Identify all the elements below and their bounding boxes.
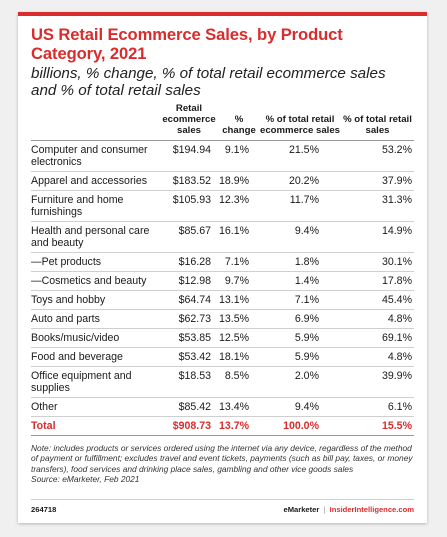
- sales-cell: $18.53: [159, 366, 219, 398]
- source-text: Source: eMarketer, Feb 2021: [31, 474, 140, 485]
- share-ecom-cell: 21.5%: [259, 140, 341, 172]
- share-retail-cell: 17.8%: [341, 271, 414, 291]
- change-cell: 16.1%: [219, 221, 259, 253]
- share-ecom-cell: 9.4%: [259, 221, 341, 253]
- category-cell: Computer and consumer electronics: [31, 140, 159, 172]
- share-ecom-cell: 5.9%: [259, 328, 341, 348]
- change-cell: 13.1%: [219, 290, 259, 310]
- category-cell: Apparel and accessories: [31, 171, 159, 191]
- chart-title: US Retail Ecommerce Sales, by Product Ca…: [31, 25, 343, 63]
- table-row: Auto and parts $62.73 13.5% 6.9% 4.8%: [31, 309, 414, 329]
- brand-emarketer: eMarketer: [283, 505, 320, 514]
- share-retail-cell: 37.9%: [341, 171, 414, 191]
- share-retail-cell: 31.3%: [341, 190, 414, 222]
- sales-cell: $64.74: [159, 290, 219, 310]
- share-ecom-cell: 7.1%: [259, 290, 341, 310]
- footnote: Note: includes products or services orde…: [31, 443, 414, 485]
- sales-cell: $183.52: [159, 171, 219, 191]
- share-ecom-cell: 6.9%: [259, 309, 341, 329]
- change-cell: 9.1%: [219, 140, 259, 172]
- table-row: Food and beverage $53.42 18.1% 5.9% 4.8%: [31, 347, 414, 367]
- change-cell: 13.5%: [219, 309, 259, 329]
- brand-separator: |: [323, 505, 326, 514]
- total-share-retail-cell: 15.5%: [341, 416, 414, 436]
- brand-insider-intelligence: InsiderIntelligence.com: [329, 505, 414, 514]
- share-retail-cell: 6.1%: [341, 397, 414, 417]
- sales-cell: $16.28: [159, 252, 219, 272]
- chart-card: US Retail Ecommerce Sales, by Product Ca…: [18, 12, 427, 523]
- share-retail-cell: 39.9%: [341, 366, 414, 398]
- share-retail-cell: 14.9%: [341, 221, 414, 253]
- sales-cell: $12.98: [159, 271, 219, 291]
- table-row: —Cosmetics and beauty $12.98 9.7% 1.4% 17.8%: [31, 271, 414, 291]
- table-row: Books/music/video $53.85 12.5% 5.9% 69.1%: [31, 328, 414, 348]
- sales-cell: $85.67: [159, 221, 219, 253]
- chart-subtitle: billions, % change, % of total retail ec…: [31, 65, 386, 99]
- category-cell: —Cosmetics and beauty: [31, 271, 159, 291]
- total-category-cell: Total: [31, 416, 159, 436]
- table-row: Other $85.42 13.4% 9.4% 6.1%: [31, 397, 414, 417]
- table-row: Apparel and accessories $183.52 18.9% 20.2%…: [31, 171, 414, 191]
- total-share-ecom-cell: 100.0%: [259, 416, 341, 436]
- table-row: Health and personal care and beauty $85.6…: [31, 221, 414, 253]
- sales-cell: $62.73: [159, 309, 219, 329]
- table-row: Office equipment and supplies $18.53 8.5% 2…: [31, 366, 414, 398]
- table-row: Computer and consumer electronics $194.94…: [31, 140, 414, 172]
- share-ecom-cell: 20.2%: [259, 171, 341, 191]
- chart-id: 264718: [31, 505, 57, 514]
- table-row: Furniture and home furnishings $105.93 12.…: [31, 190, 414, 222]
- category-cell: —Pet products: [31, 252, 159, 272]
- share-ecom-cell: 1.8%: [259, 252, 341, 272]
- header-row: Retail ecommerce sales % change % of tot…: [31, 103, 414, 141]
- change-cell: 18.9%: [219, 171, 259, 191]
- brand: eMarketer | InsiderIntelligence.com: [283, 505, 414, 514]
- share-ecom-cell: 11.7%: [259, 190, 341, 222]
- total-row: Total $908.73 13.7% 100.0% 15.5%: [31, 416, 414, 436]
- footer: 264718 eMarketer | InsiderIntelligence.c…: [31, 499, 414, 514]
- change-cell: 8.5%: [219, 366, 259, 398]
- share-retail-cell: 53.2%: [341, 140, 414, 172]
- change-cell: 18.1%: [219, 347, 259, 367]
- total-sales-cell: $908.73: [159, 416, 219, 436]
- note-text: Note: includes products or services orde…: [31, 443, 413, 474]
- sales-cell: $85.42: [159, 397, 219, 417]
- category-cell: Books/music/video: [31, 328, 159, 348]
- table-row: —Pet products $16.28 7.1% 1.8% 30.1%: [31, 252, 414, 272]
- category-cell: Furniture and home furnishings: [31, 190, 159, 222]
- category-cell: Toys and hobby: [31, 290, 159, 310]
- table-row: Toys and hobby $64.74 13.1% 7.1% 45.4%: [31, 290, 414, 310]
- category-cell: Other: [31, 397, 159, 417]
- share-ecom-cell: 2.0%: [259, 366, 341, 398]
- share-retail-cell: 69.1%: [341, 328, 414, 348]
- sales-cell: $53.42: [159, 347, 219, 367]
- share-ecom-cell: 5.9%: [259, 347, 341, 367]
- column-header: % of total retail ecommerce sales: [259, 103, 341, 141]
- share-retail-cell: 30.1%: [341, 252, 414, 272]
- change-cell: 7.1%: [219, 252, 259, 272]
- share-retail-cell: 4.8%: [341, 347, 414, 367]
- share-ecom-cell: 1.4%: [259, 271, 341, 291]
- sales-cell: $105.93: [159, 190, 219, 222]
- change-cell: 12.3%: [219, 190, 259, 222]
- share-retail-cell: 45.4%: [341, 290, 414, 310]
- column-header: % change: [219, 103, 259, 141]
- column-header: [31, 103, 159, 141]
- sales-cell: $194.94: [159, 140, 219, 172]
- change-cell: 13.4%: [219, 397, 259, 417]
- data-table: Retail ecommerce sales % change % of tot…: [31, 103, 414, 436]
- category-cell: Office equipment and supplies: [31, 366, 159, 398]
- category-cell: Health and personal care and beauty: [31, 221, 159, 253]
- column-header: % of total retail sales: [341, 103, 414, 141]
- total-change-cell: 13.7%: [219, 416, 259, 436]
- change-cell: 12.5%: [219, 328, 259, 348]
- share-retail-cell: 4.8%: [341, 309, 414, 329]
- category-cell: Auto and parts: [31, 309, 159, 329]
- category-cell: Food and beverage: [31, 347, 159, 367]
- sales-cell: $53.85: [159, 328, 219, 348]
- share-ecom-cell: 9.4%: [259, 397, 341, 417]
- column-header: Retail ecommerce sales: [159, 103, 219, 141]
- accent-bar: [18, 12, 427, 16]
- change-cell: 9.7%: [219, 271, 259, 291]
